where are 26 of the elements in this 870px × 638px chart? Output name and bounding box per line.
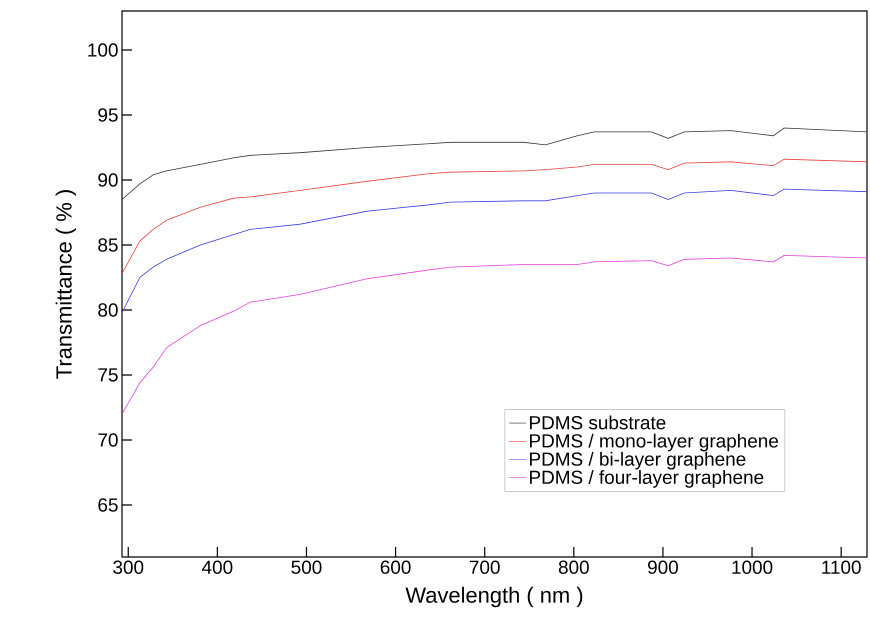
legend-label: PDMS substrate [530,415,666,430]
y-tick-label: 65 [98,498,118,512]
x-tick-label: 900 [648,560,678,574]
y-tick-label: 90 [98,173,118,187]
legend-label: PDMS / bi-layer graphene [530,452,746,470]
line-series [122,128,868,200]
y-tick-label: 75 [98,368,118,382]
x-tick-label: 300 [113,560,144,574]
x-tick-label: 1100 [822,560,861,574]
y-tick-label: 100 [88,43,118,57]
x-tick-label: 1000 [732,560,772,574]
legend-label: PDMS / mono-layer graphene [530,434,778,452]
y-tick-label: 95 [98,108,118,122]
y-tick-label: 80 [98,303,118,317]
y-tick-label: 85 [98,238,118,252]
x-tick-label: 600 [380,560,411,574]
line-series [122,188,868,313]
y-axis-title: Transmittance ( % ) [56,190,76,379]
x-tick-label: 700 [470,560,500,574]
x-tick-label: 800 [558,560,589,574]
x-axis-title: Wavelength ( nm ) [405,586,582,608]
legend-label: PDMS / four-layer graphene [530,470,764,488]
y-tick-label: 70 [98,433,118,447]
line-series [122,158,868,274]
x-tick-label: 500 [291,560,322,574]
x-tick-label: 400 [202,560,232,574]
